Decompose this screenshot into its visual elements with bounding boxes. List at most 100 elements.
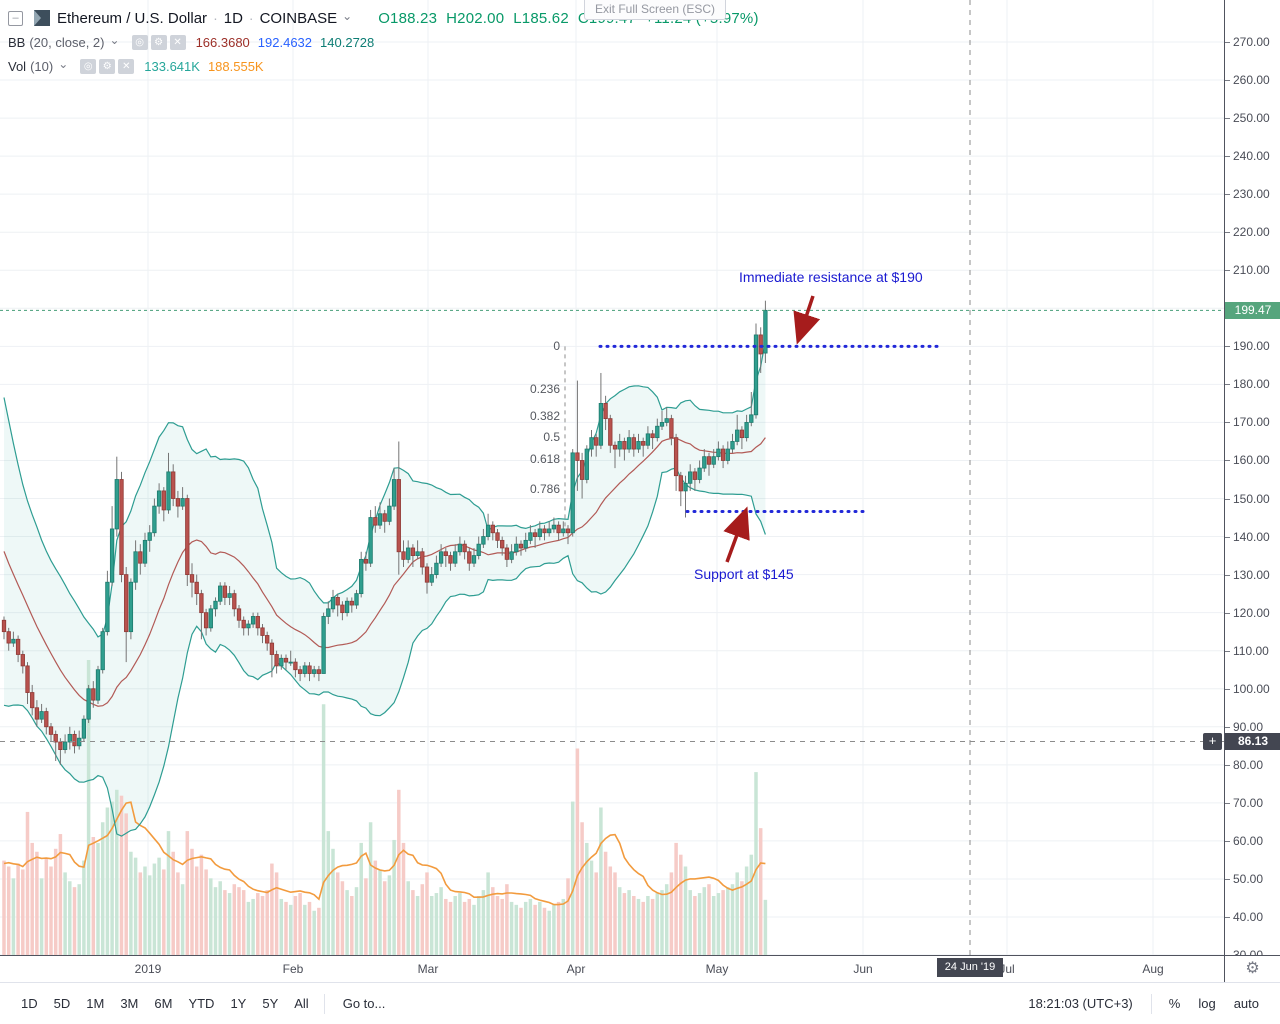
volume-bar <box>679 854 683 955</box>
resistance-annotation[interactable]: Immediate resistance at $190 <box>739 269 923 285</box>
candle <box>476 543 481 556</box>
fib-level-label[interactable]: 0.5 <box>543 430 560 445</box>
eye-icon[interactable]: ◎ <box>131 34 148 50</box>
fib-level-label[interactable]: 0 <box>553 339 560 354</box>
price-tick-label: 260.00 <box>1233 73 1270 88</box>
candle <box>91 688 96 701</box>
percent-scale-button[interactable]: % <box>1168 996 1181 1011</box>
symbol-title[interactable]: Ethereum / U.S. Dollar <box>57 9 208 27</box>
price-tick-label: 80.00 <box>1233 757 1264 772</box>
goto-button[interactable]: Go to... <box>342 996 386 1011</box>
chevron-down-icon[interactable]: ⌄ <box>342 9 353 23</box>
range-button-6m[interactable]: 6M <box>154 996 173 1011</box>
candle <box>246 623 251 629</box>
range-button-ytd[interactable]: YTD <box>188 996 215 1011</box>
fib-level-label[interactable]: 0.786 <box>529 482 560 497</box>
candle <box>20 654 25 667</box>
support-arrow[interactable] <box>723 506 750 563</box>
candle <box>255 616 260 629</box>
range-button-1d[interactable]: 1D <box>21 996 38 1011</box>
candle <box>730 441 735 450</box>
candle <box>641 441 646 446</box>
log-scale-button[interactable]: log <box>1198 996 1216 1011</box>
candle <box>720 448 726 461</box>
range-button-1m[interactable]: 1M <box>86 996 105 1011</box>
support-annotation[interactable]: Support at $145 <box>694 566 794 582</box>
collapse-legend-icon[interactable]: – <box>8 10 23 26</box>
range-button-1y[interactable]: 1Y <box>230 996 247 1011</box>
candle <box>518 543 524 549</box>
fib-level-label[interactable]: 0.618 <box>529 451 560 466</box>
volume-bar <box>580 822 584 955</box>
candle <box>556 524 561 534</box>
range-button-all[interactable]: All <box>294 996 309 1011</box>
chart-pane[interactable]: – Ethereum / U.S. Dollar · 1D · COINBASE… <box>0 0 1224 955</box>
resistance-arrow[interactable] <box>793 295 821 345</box>
candle <box>711 456 716 465</box>
price-axis[interactable]: 30.0040.0050.0060.0070.0080.0090.00100.0… <box>1224 0 1280 962</box>
volume-bar <box>674 842 678 955</box>
range-button-5y[interactable]: 5Y <box>262 996 279 1011</box>
volume-bar <box>726 887 730 955</box>
candle <box>744 422 749 439</box>
candle <box>326 608 331 617</box>
volume-bar <box>270 863 274 955</box>
volume-bar <box>763 899 768 955</box>
candle <box>194 581 199 595</box>
volume-bar <box>6 866 11 955</box>
price-tick-mark <box>1225 764 1230 766</box>
candle <box>363 558 369 564</box>
candle <box>373 517 378 526</box>
range-button-5d[interactable]: 5D <box>53 996 71 1011</box>
auto-scale-button[interactable]: auto <box>1233 996 1259 1011</box>
candle <box>626 437 632 450</box>
candle <box>547 528 552 534</box>
volume-bar <box>749 854 754 955</box>
volume-bar <box>528 898 533 955</box>
exchange-label[interactable]: COINBASE <box>259 9 338 27</box>
candle <box>1 619 7 633</box>
gear-icon[interactable]: ⚙ <box>150 34 167 50</box>
chevron-down-icon[interactable]: ⌄ <box>109 33 120 47</box>
volume-bar <box>382 881 387 955</box>
volume-bar <box>11 878 16 955</box>
interval-label[interactable]: 1D <box>223 9 243 27</box>
candle <box>349 600 354 606</box>
candle <box>11 638 16 644</box>
close-icon[interactable]: ✕ <box>169 34 186 50</box>
volume-bar <box>758 828 763 955</box>
volume-bar <box>392 839 396 955</box>
time-axis[interactable]: 2019 Feb Mar Apr May Jun Jul Aug 24 Jun '19 <box>0 955 1224 982</box>
candle <box>302 665 307 674</box>
price-tick-mark <box>1225 232 1230 234</box>
volume-bar <box>105 807 110 955</box>
gear-icon[interactable]: ⚙ <box>1224 955 1280 982</box>
chevron-down-icon[interactable]: ⌄ <box>58 57 69 71</box>
fib-level-label[interactable]: 0.382 <box>529 408 560 423</box>
candle <box>438 551 444 564</box>
eye-icon[interactable]: ◎ <box>80 58 97 74</box>
bb-indicator-name[interactable]: BB <box>8 34 26 50</box>
vol-value: 188.555K <box>207 58 264 74</box>
close-icon[interactable]: ✕ <box>118 58 135 74</box>
fib-level-label[interactable]: 0.236 <box>529 382 560 397</box>
volume-bar <box>110 801 114 955</box>
candle <box>222 585 228 598</box>
price-tick-mark <box>1225 156 1230 158</box>
volume-bar <box>58 834 63 955</box>
clock-label[interactable]: 18:21:03 (UTC+3) <box>1028 996 1133 1011</box>
vol-indicator-name[interactable]: Vol <box>8 58 27 74</box>
volume-bar <box>617 887 622 955</box>
add-alert-plus-button[interactable]: + <box>1203 733 1222 751</box>
volume-bar <box>345 890 349 955</box>
volume-bar <box>284 901 288 955</box>
volume-bar <box>509 901 514 955</box>
price-tick-label: 170.00 <box>1233 415 1270 430</box>
volume-bar <box>227 893 232 955</box>
price-tick-mark <box>1225 41 1230 43</box>
candle <box>420 551 425 568</box>
range-button-3m[interactable]: 3M <box>120 996 139 1011</box>
candle <box>725 448 730 461</box>
candle <box>105 581 110 633</box>
gear-icon[interactable]: ⚙ <box>99 58 116 74</box>
